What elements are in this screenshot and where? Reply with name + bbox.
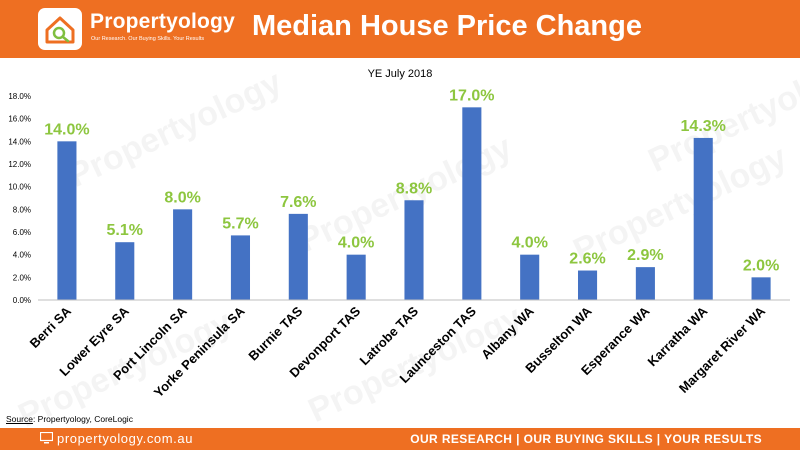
y-tick-label: 14.0% <box>8 137 31 146</box>
data-label: 5.7% <box>222 215 258 232</box>
data-label: 2.9% <box>627 247 663 264</box>
footer-url[interactable]: propertyology.com.au <box>57 431 194 446</box>
chart-title: YE July 2018 <box>368 68 433 80</box>
x-tick-label: Albany WA <box>478 303 537 362</box>
x-tick-label: Latrobe TAS <box>357 303 422 368</box>
y-tick-label: 16.0% <box>8 115 31 124</box>
bar <box>173 209 193 300</box>
source-label: Source <box>6 414 33 424</box>
bar <box>404 200 424 300</box>
bar-chart: YE July 2018 0.0% 2.0% 4.0% 6.0% 8.0% 10.0% 12… <box>8 68 790 400</box>
data-label: 14.3% <box>681 118 726 135</box>
bar <box>230 235 251 300</box>
footer-bar: propertyology.com.au OUR RESEARCH | OUR … <box>0 428 800 450</box>
y-tick-label: 10.0% <box>8 183 31 192</box>
y-axis: 0.0% 2.0% 4.0% 6.0% 8.0% 10.0% 12.0% 14.0% 16.0%… <box>8 92 31 305</box>
footer-tagline: OUR RESEARCH | OUR BUYING SKILLS | YOUR … <box>410 432 762 446</box>
page-title: Median House Price Change <box>252 10 642 42</box>
y-tick-label: 2.0% <box>13 273 31 282</box>
data-label: 5.1% <box>107 222 143 239</box>
x-tick-label: Berri SA <box>27 303 75 351</box>
x-tick-label: Burnie TAS <box>245 303 305 363</box>
y-tick-label: 6.0% <box>13 228 31 237</box>
data-label: 17.0% <box>449 87 494 104</box>
y-tick-label: 18.0% <box>8 92 31 101</box>
brand-name: Propertyology <box>90 10 235 33</box>
y-tick-label: 0.0% <box>13 296 31 305</box>
y-tick-label: 8.0% <box>13 205 31 214</box>
bar <box>577 270 598 300</box>
bar <box>462 107 482 300</box>
monitor-icon <box>40 432 53 444</box>
bar <box>635 267 655 300</box>
brand-tagline: Our Research. Our Buying Skills. Your Re… <box>91 36 205 42</box>
data-label: 2.0% <box>743 257 779 274</box>
data-label: 8.8% <box>396 180 432 197</box>
bar <box>115 242 135 300</box>
bar <box>346 254 366 300</box>
bar <box>751 277 771 300</box>
source-note: Source: Propertyology, CoreLogic <box>6 414 133 424</box>
bar <box>693 137 713 300</box>
header-bar: Propertyology Our Research. Our Buying S… <box>0 0 800 58</box>
data-label: 4.0% <box>338 235 374 252</box>
bar <box>288 213 308 300</box>
bar <box>57 141 77 300</box>
house-magnifier-icon <box>45 16 75 44</box>
brand-logo <box>38 8 82 50</box>
data-label: 4.0% <box>511 235 547 252</box>
data-label: 2.6% <box>569 251 605 268</box>
bars-group: 14.0% 5.1% 8.0% 5.7% 7.6% 4.0% 8.8% 17.0% 4.0% 2.… <box>44 87 779 300</box>
data-label: 7.6% <box>280 194 316 211</box>
bar <box>520 254 540 300</box>
source-text: : Propertyology, CoreLogic <box>32 414 133 424</box>
y-tick-label: 12.0% <box>8 160 31 169</box>
y-tick-label: 4.0% <box>13 251 31 260</box>
data-label: 8.0% <box>164 189 200 206</box>
data-label: 14.0% <box>44 121 89 138</box>
